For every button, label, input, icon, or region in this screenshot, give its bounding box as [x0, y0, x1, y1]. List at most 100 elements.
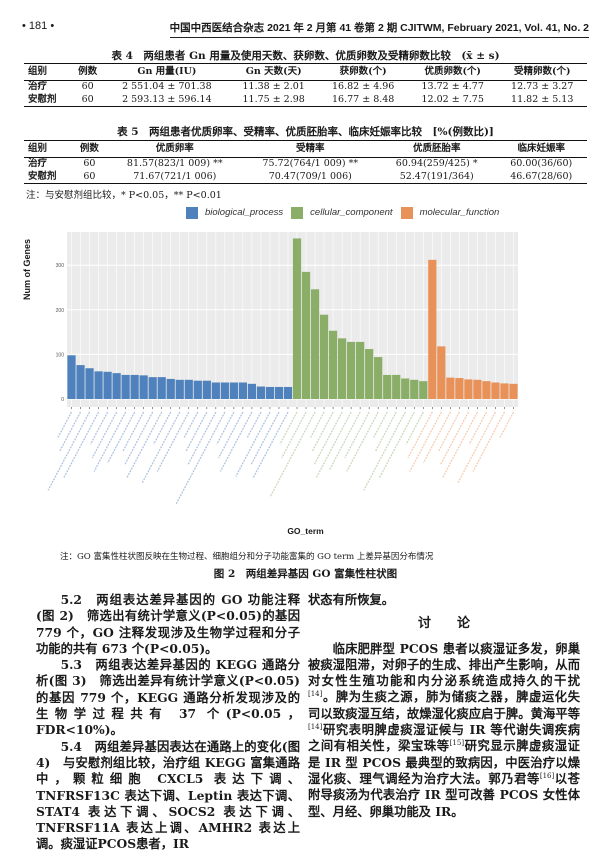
bar: [356, 341, 365, 399]
continued-text: 状态有所恢复。: [308, 592, 395, 607]
bar: [85, 368, 94, 399]
bar: [220, 382, 229, 399]
table-row: 安慰剂 60 71.67(721/1 006) 70.47(709/1 006) 52.…: [24, 170, 587, 184]
y-tick-label: 200: [56, 308, 65, 314]
table-row: 安慰剂 60 2 593.13 ± 596.14 11.75 ± 2.98 16.77 …: [24, 93, 587, 107]
x-tick-mark-decoration: [422, 411, 451, 464]
bar: [491, 382, 500, 399]
column-header: 组别: [24, 140, 72, 158]
section-5-2: 5.2 两组表达差异基因的 GO 功能注释(图 2) 筛选出有统计学意义(P<0…: [36, 592, 300, 656]
table-cell: 60.94(259/425) *: [395, 158, 478, 170]
table-cell: 12.73 ± 3.27: [511, 81, 574, 93]
column-header: Gn 用量(IU): [104, 63, 229, 81]
x-tick-mark-decoration: [126, 411, 163, 479]
bar: [455, 378, 464, 399]
bar: [157, 377, 166, 399]
x-tick-mark-decoration: [315, 411, 352, 479]
bar: [410, 379, 419, 399]
bar: [139, 375, 148, 399]
column-header: 受精率: [242, 140, 379, 158]
x-tick-mark-decoration: [374, 411, 397, 452]
x-tick-mark-decoration: [156, 411, 190, 472]
table-cell: 11.75 ± 2.98: [228, 93, 319, 107]
figure-caption: 图 2 两组差异基因 GO 富集性柱状图: [213, 568, 398, 580]
table-cell: 11.82 ± 5.13: [497, 93, 587, 107]
bar: [292, 238, 302, 399]
table5-caption: 表 5 两组患者优质卵率、受精率、优质胚胎率、临床妊娠率比较 [%(例数比)]: [117, 126, 494, 138]
bar: [338, 338, 347, 399]
bar: [301, 271, 311, 399]
x-tick-mark-decoration: [246, 411, 262, 438]
x-tick-mark-decoration: [153, 411, 172, 445]
table-cell: 81.57(823/1 009) **: [126, 158, 223, 170]
x-tick-mark-decoration: [346, 411, 379, 472]
x-tick-mark-decoration: [62, 411, 100, 479]
journal-header: 中国中西医结合杂志 2021 年 2 月第 41 卷第 2 期 CJITWM, …: [169, 20, 589, 38]
bar: [76, 365, 85, 399]
table-cell: 11.38 ± 2.01: [242, 81, 305, 93]
bar: [283, 386, 293, 399]
bar: [446, 377, 455, 399]
column-header: 获卵数(个): [318, 63, 408, 81]
bar: [374, 357, 383, 399]
x-tick-mark-decoration: [499, 411, 515, 438]
column-header: 临床妊娠率: [495, 140, 587, 158]
bar: [437, 346, 446, 399]
bar: [256, 386, 266, 399]
figure-note: 注：GO 富集性柱状图反映在生物过程、细胞组分和分子功能富集的 GO term …: [60, 552, 434, 562]
x-tick-mark-decoration: [309, 411, 325, 438]
go-bar-chart: 0 100 200 300: [47, 232, 518, 505]
bar: [509, 383, 518, 399]
x-tick-mark-decoration: [252, 411, 289, 479]
x-tick-mark-decoration: [187, 411, 217, 466]
x-tick-mark-decoration: [279, 411, 298, 445]
table-cell: 12.02 ± 7.75: [407, 93, 498, 107]
x-tick-mark-decoration: [91, 411, 118, 459]
section-5-3: 5.3 两组表达差异基因的 KEGG 通路分析(图 3) 筛选出差异有统计学意义…: [36, 657, 300, 738]
x-tick-mark-decoration: [472, 411, 506, 472]
bar: [130, 374, 139, 399]
x-tick-mark-decoration: [313, 411, 343, 466]
bar: [193, 380, 202, 399]
page-number: • 181 •: [22, 20, 55, 32]
x-tick-mark-decoration: [328, 411, 361, 471]
legend-swatch: [291, 207, 304, 219]
legend-swatch: [186, 207, 198, 219]
column-header: 受精卵数(个): [497, 63, 587, 81]
column-header: 例数: [70, 63, 105, 81]
table-cell: 46.67(28/60): [495, 170, 587, 184]
bar: [401, 378, 410, 399]
table-cell: 安慰剂: [24, 93, 71, 107]
bar: [383, 374, 392, 399]
legend-swatch: [400, 207, 413, 219]
legend-label: molecular_function: [419, 207, 500, 218]
x-tick-mark-decoration: [218, 411, 244, 459]
x-tick-mark-decoration: [468, 411, 488, 445]
column-header: 优质胚胎率: [378, 140, 496, 158]
table4: 组别 例数 Gn 用量(IU) Gn 天数(天) 获卵数(个) 优质卵数(个) 受精卵数(个…: [24, 63, 587, 107]
bar: [419, 381, 428, 399]
bar: [482, 381, 491, 399]
x-tick-mark-decoration: [311, 411, 334, 452]
column-header: 例数: [71, 140, 108, 158]
discussion-heading: 讨论: [417, 616, 496, 632]
table-row: 治疗 60 81.57(823/1 009) ** 75.72(764/1 009) …: [24, 158, 587, 171]
bar: [310, 289, 320, 399]
table-cell: 16.77 ± 8.48: [318, 93, 408, 107]
bar: [184, 379, 193, 399]
bar: [94, 371, 103, 399]
column-header: 组别: [24, 63, 71, 81]
y-tick-label: 300: [56, 263, 65, 269]
bar: [319, 314, 329, 399]
bar: [238, 382, 247, 399]
x-tick-mark-decoration: [235, 411, 271, 477]
table-cell: 52.47(191/364): [378, 170, 496, 184]
x-tick-mark-decoration: [216, 411, 235, 445]
bar: [464, 379, 473, 399]
bar: [428, 259, 437, 399]
bar: [229, 382, 238, 399]
x-tick-mark-decoration: [250, 411, 280, 466]
y-tick-label: 0: [61, 397, 64, 403]
table-row: 治疗 60 2 551.04 ± 701.38 11.38 ± 2.01 16.82 ±…: [24, 81, 587, 94]
x-tick-mark-decoration: [124, 411, 154, 466]
